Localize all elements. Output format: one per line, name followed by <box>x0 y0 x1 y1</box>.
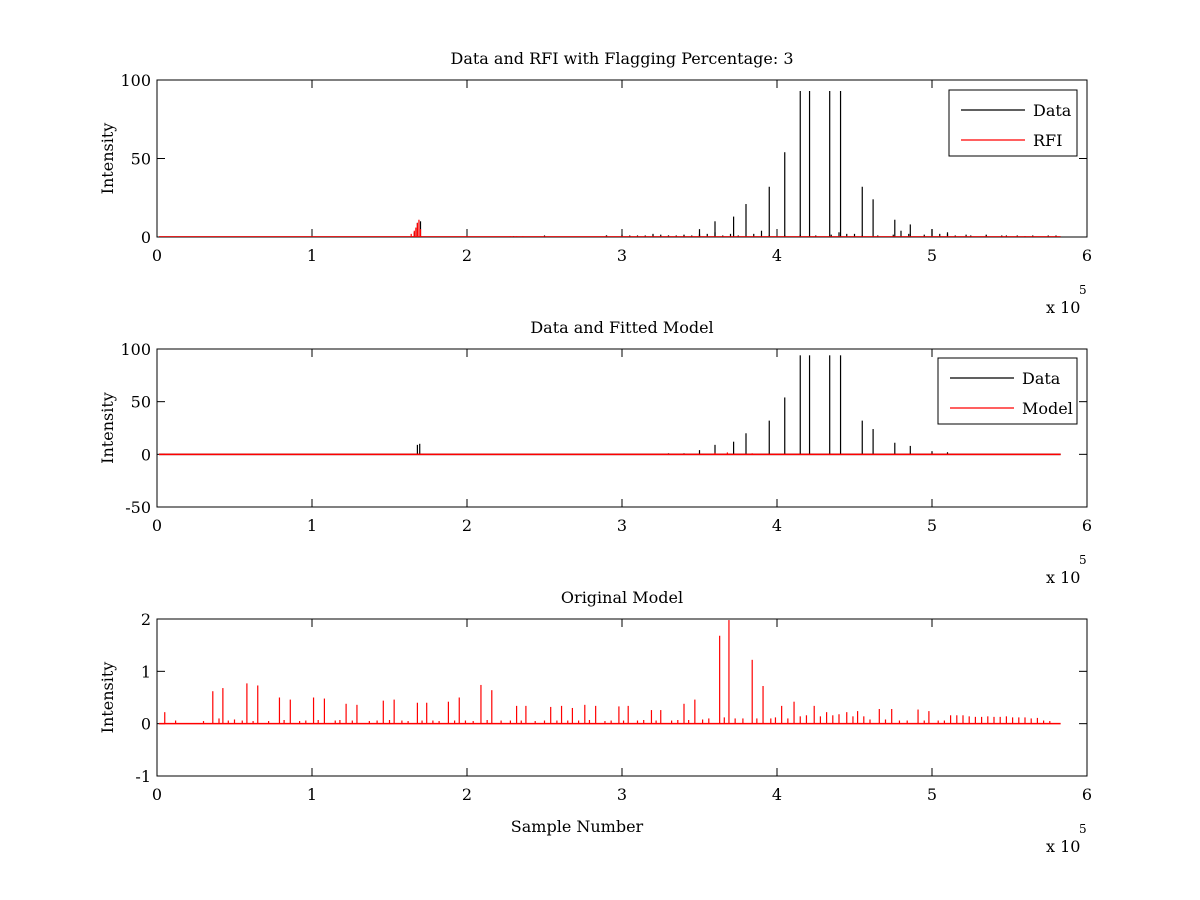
x-tick-label: 1 <box>307 246 317 265</box>
y-tick-label: 50 <box>131 150 151 169</box>
y-tick-label: 0 <box>141 715 151 734</box>
x-multiplier-exponent: 5 <box>1079 283 1087 297</box>
x-tick-label: 0 <box>152 246 162 265</box>
plot-marks <box>159 355 1061 456</box>
x-tick-label: 3 <box>617 516 627 535</box>
x-tick-label: 4 <box>772 785 782 804</box>
x-multiplier-exponent: 5 <box>1079 553 1087 567</box>
plot-marks <box>159 90 1061 237</box>
x-tick-label: 5 <box>927 516 937 535</box>
y-tick-label: 100 <box>120 71 151 90</box>
legend-label: Data <box>1022 369 1061 388</box>
legend-box <box>937 357 1078 425</box>
plot-area <box>156 618 1088 777</box>
legend-box <box>948 89 1078 157</box>
y-axis-label: Intensity <box>98 123 117 195</box>
x-tick-label: 2 <box>462 516 472 535</box>
y-tick-label: 50 <box>131 393 151 412</box>
x-tick-label: 6 <box>1082 516 1092 535</box>
legend-label: Data <box>1033 101 1072 120</box>
y-tick-label: 1 <box>141 662 151 681</box>
y-tick-label: 2 <box>141 610 151 629</box>
x-multiplier: x 10 <box>1046 837 1080 856</box>
legend-label: Model <box>1022 399 1073 418</box>
y-tick-label: 100 <box>120 340 151 359</box>
x-tick-label: 6 <box>1082 785 1092 804</box>
y-axis-label: Intensity <box>98 392 117 464</box>
y-axis-label: Intensity <box>98 662 117 734</box>
x-tick-label: 3 <box>617 246 627 265</box>
x-tick-label: 4 <box>772 516 782 535</box>
x-tick-label: 2 <box>462 246 472 265</box>
x-tick-label: 3 <box>617 785 627 804</box>
chart-title: Original Model <box>561 588 683 607</box>
x-multiplier: x 10 <box>1046 298 1080 317</box>
x-tick-label: 1 <box>307 785 317 804</box>
x-tick-label: 5 <box>927 246 937 265</box>
y-tick-label: 0 <box>141 445 151 464</box>
x-tick-label: 4 <box>772 246 782 265</box>
x-tick-label: 0 <box>152 785 162 804</box>
x-tick-label: 2 <box>462 785 472 804</box>
x-axis-label: Sample Number <box>511 817 644 836</box>
y-tick-label: 0 <box>141 228 151 247</box>
x-tick-label: 0 <box>152 516 162 535</box>
legend: Data RFI <box>948 89 1078 157</box>
x-tick-label: 5 <box>927 785 937 804</box>
x-tick-label: 6 <box>1082 246 1092 265</box>
y-tick-label: -1 <box>135 767 151 786</box>
plot-marks <box>159 620 1061 725</box>
chart-title: Data and Fitted Model <box>530 318 713 337</box>
x-tick-label: 1 <box>307 516 317 535</box>
x-multiplier: x 10 <box>1046 568 1080 587</box>
chart-title: Data and RFI with Flagging Percentage: 3 <box>450 49 793 68</box>
legend: Data Model <box>937 357 1078 425</box>
legend-label: RFI <box>1033 131 1062 150</box>
x-multiplier-exponent: 5 <box>1079 822 1087 836</box>
plot-area <box>156 79 1088 238</box>
y-tick-label: -50 <box>125 498 151 517</box>
plot-area <box>156 348 1088 508</box>
